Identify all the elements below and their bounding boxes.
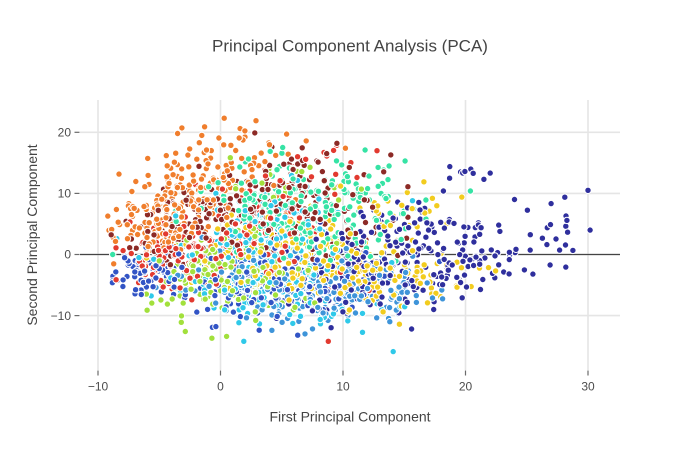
svg-text:10: 10 (336, 380, 350, 394)
svg-text:10: 10 (58, 187, 72, 201)
svg-text:−10: −10 (88, 380, 109, 394)
svg-text:Second Principal Component: Second Principal Component (24, 144, 40, 325)
svg-text:Principal Component Analysis (: Principal Component Analysis (PCA) (212, 37, 488, 56)
svg-text:20: 20 (459, 380, 473, 394)
svg-text:0: 0 (64, 248, 71, 262)
svg-text:−10: −10 (51, 309, 72, 323)
svg-text:First Principal Component: First Principal Component (269, 409, 430, 425)
svg-text:20: 20 (58, 126, 72, 140)
svg-text:30: 30 (581, 380, 595, 394)
svg-text:0: 0 (217, 380, 224, 394)
